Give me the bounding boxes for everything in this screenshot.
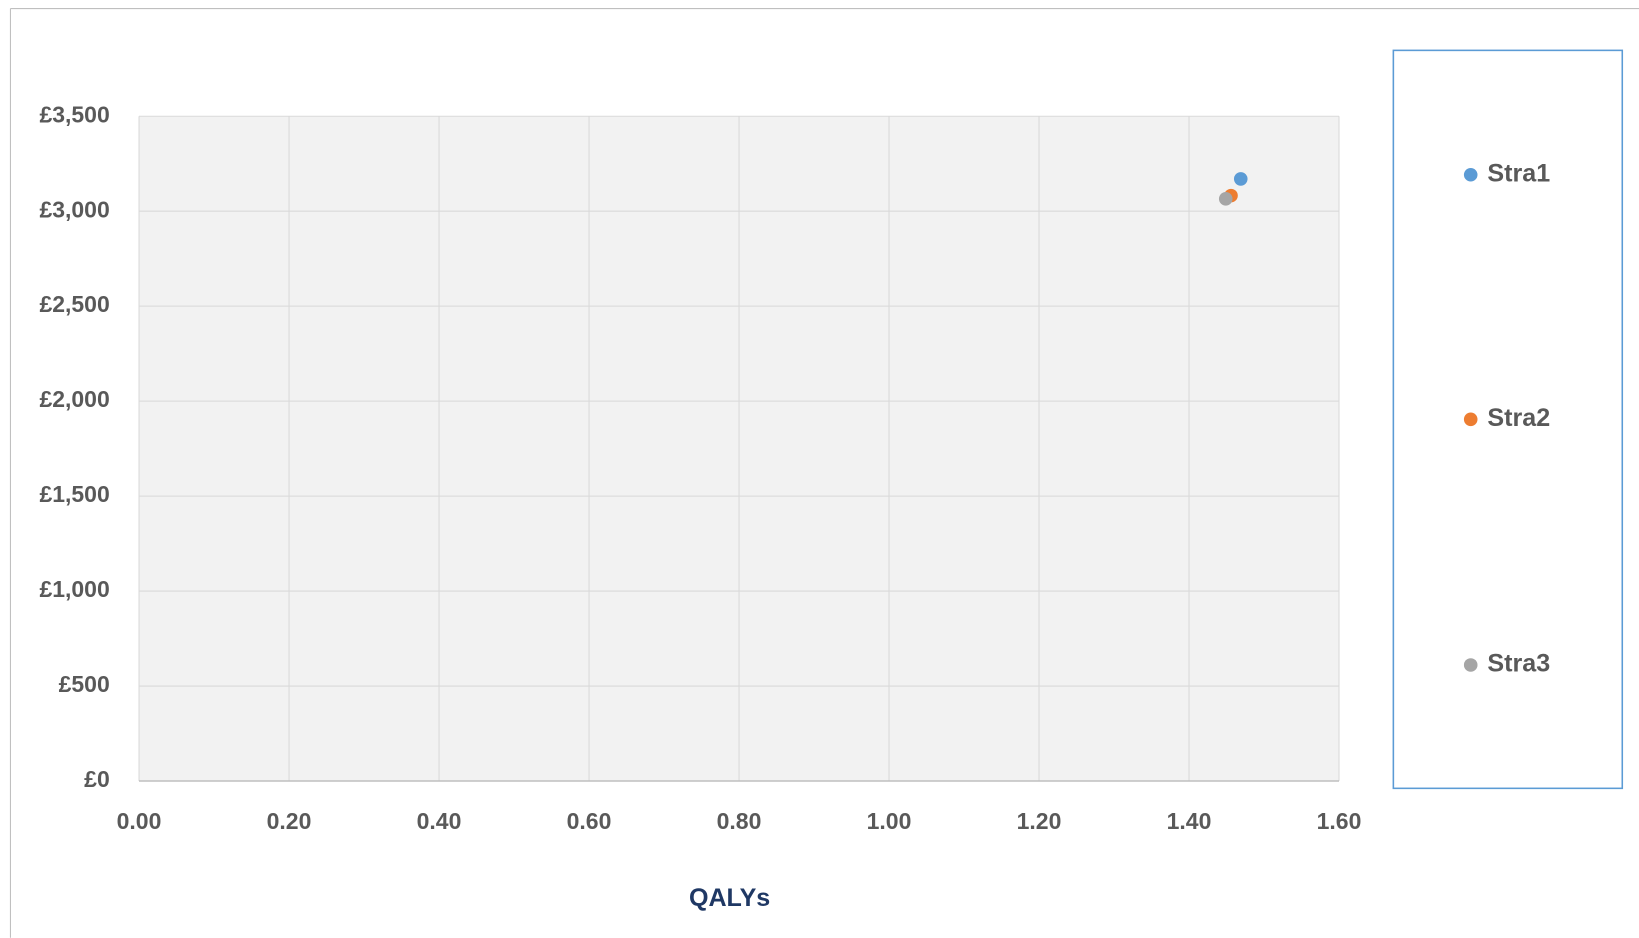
legend-label: Stra2 (1487, 404, 1550, 432)
x-tick-label: 1.00 (867, 808, 912, 834)
y-tick-label: £2,500 (39, 291, 109, 317)
x-tick-label: 1.60 (1317, 808, 1362, 834)
legend-label: Stra1 (1487, 159, 1550, 187)
legend-box (1392, 49, 1624, 790)
point (1218, 192, 1233, 206)
legend-marker (1463, 658, 1478, 672)
y-tick-label: £2,000 (39, 386, 109, 412)
legend-marker (1463, 412, 1478, 427)
y-tick-label: £3,500 (39, 101, 109, 127)
y-tick-label: £500 (59, 671, 110, 697)
legend-marker (1463, 167, 1478, 182)
x-tick-label: 1.20 (1017, 808, 1062, 834)
y-tick-label: £0 (84, 766, 110, 792)
x-tick-label: 0.40 (417, 808, 462, 834)
x-axis-label: QALYs (689, 884, 770, 912)
legend-label: Stra3 (1487, 650, 1550, 678)
y-tick-label: £1,500 (39, 481, 109, 507)
x-tick-label: 0.20 (267, 808, 312, 834)
x-tick-label: 0.60 (567, 808, 612, 834)
x-tick-label: 0.00 (117, 808, 162, 834)
point (1233, 172, 1248, 186)
y-tick-label: £1,000 (39, 576, 109, 602)
y-tick-label: £3,000 (39, 196, 109, 222)
x-tick-label: 1.40 (1167, 808, 1212, 834)
x-tick-label: 0.80 (717, 808, 762, 834)
